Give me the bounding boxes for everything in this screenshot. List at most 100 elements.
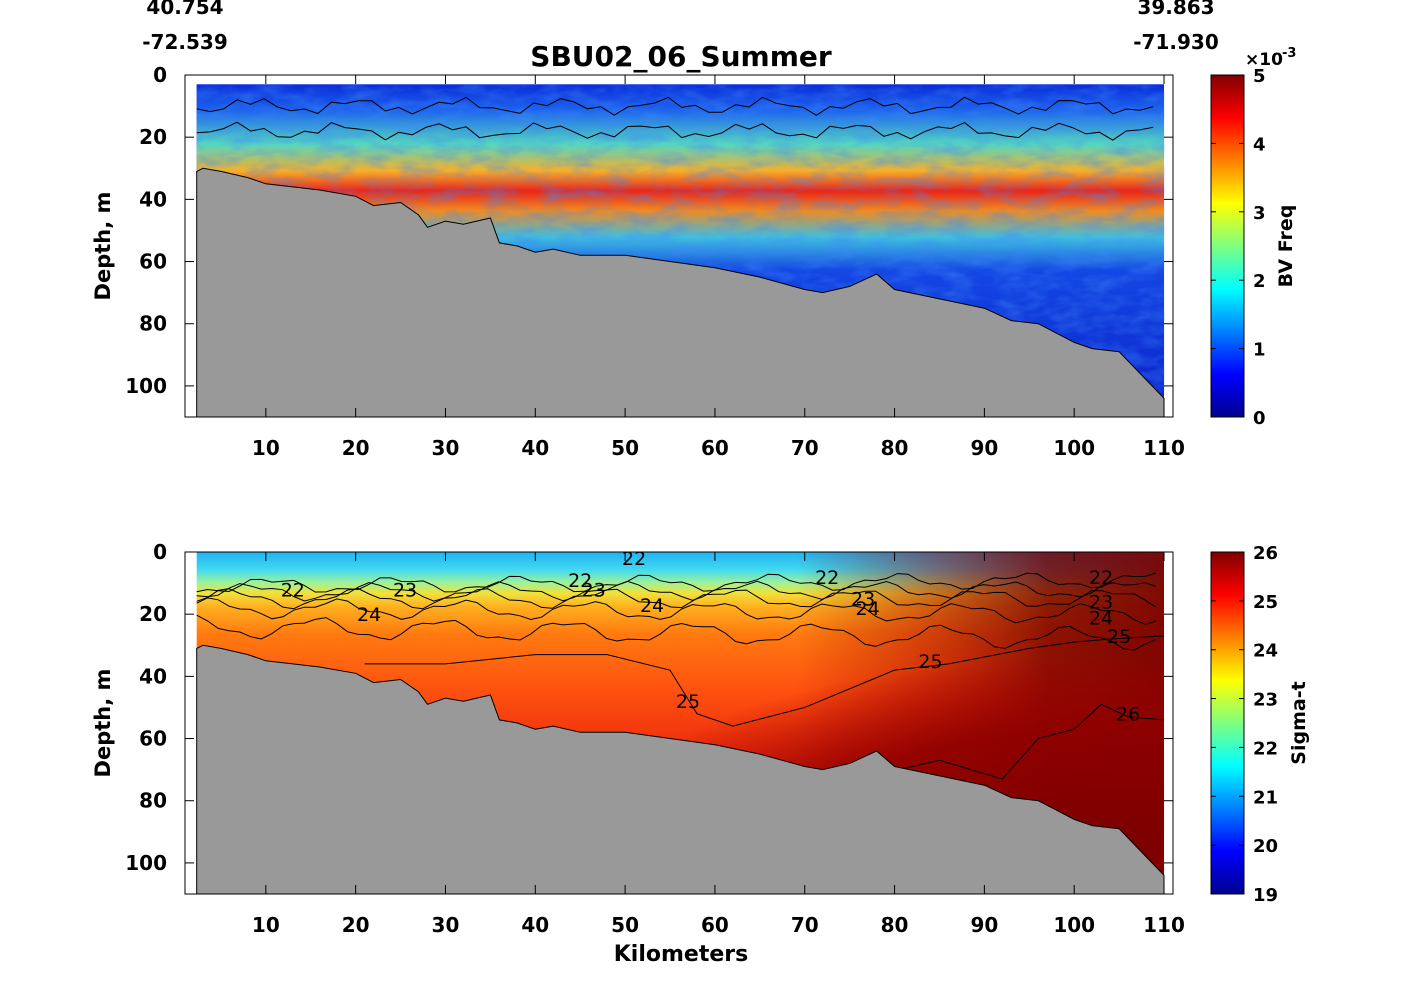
sigma-contour-26 <box>885 703 1165 780</box>
axes-frame-2 <box>184 551 1174 895</box>
axes-frame-1 <box>184 74 1174 418</box>
seafloor-2 <box>196 644 1165 894</box>
x-tick-label: 110 <box>1143 913 1185 937</box>
colorbar-tick-label: 25 <box>1253 592 1278 613</box>
end-latitude: 39.863 <box>1137 0 1214 19</box>
colorbar-sigma-ticks: 19 20 21 22 23 24 25 26 <box>1211 543 1278 906</box>
contour-label: 24 <box>856 598 880 620</box>
sigma-contour-line <box>196 587 1157 610</box>
y-tick-label: 80 <box>139 789 167 813</box>
x-tick-label: 60 <box>701 913 729 937</box>
y-axis-label-2: Depth, m <box>91 669 115 778</box>
end-longitude: -71.930 <box>1133 30 1218 54</box>
colorbar-tick-label: 21 <box>1253 787 1278 808</box>
x-axis-label: Kilometers <box>614 942 748 967</box>
colorbar-tick-label: 19 <box>1253 885 1278 906</box>
sigma-contour-line <box>196 572 1157 593</box>
colorbar-tick-label: 24 <box>1253 641 1278 662</box>
x-tick-label: 50 <box>611 913 639 937</box>
contour-label: 25 <box>918 651 942 673</box>
colorbar-sigma: 19 20 21 22 23 24 25 26 Sigma-t <box>1210 543 1310 906</box>
contour-label: 24 <box>1089 607 1113 629</box>
contour-label: 22 <box>568 570 592 592</box>
y-axis-label-1: Depth, m <box>91 192 115 301</box>
y-tick-label: 20 <box>139 602 167 626</box>
x-tick-label: 90 <box>970 436 998 460</box>
colorbar-bv-ticks: 0 1 2 3 4 5 <box>1211 66 1266 429</box>
y-tick-label: 100 <box>125 374 167 398</box>
x-tick-label: 30 <box>432 436 460 460</box>
y-tick-label: 40 <box>139 187 167 211</box>
sigma-contour-line <box>196 597 1157 625</box>
colorbar-tick-label: 4 <box>1253 134 1266 155</box>
y-tick-label: 0 <box>153 63 167 87</box>
colorbar-bv-label: BV Freq <box>1275 205 1297 288</box>
colorbar-tick-label: 23 <box>1253 690 1278 711</box>
x-tick-label: 100 <box>1053 913 1095 937</box>
x-tick-label: 40 <box>521 436 549 460</box>
y-tick-label: 0 <box>153 540 167 564</box>
colorbar-tick-label: 26 <box>1253 543 1278 564</box>
colorbar-tick-label: 0 <box>1253 408 1266 429</box>
contour-label: 25 <box>1107 626 1131 648</box>
colorbar-tick-label: 5 <box>1253 66 1266 87</box>
start-longitude: -72.539 <box>142 30 227 54</box>
colorbar-tick-label: 1 <box>1253 340 1266 361</box>
colorbar-bv: 0 1 2 3 4 5 BV Freq ×10 -3 <box>1210 46 1297 429</box>
x-tick-label: 10 <box>252 913 280 937</box>
contour-label: 23 <box>1089 592 1113 614</box>
x-tick-label: 60 <box>701 436 729 460</box>
seafloor-shape <box>196 644 1165 894</box>
colorbar-bv-exponent-base: ×10 <box>1245 50 1283 70</box>
colorbar-tick-label: 2 <box>1253 271 1266 292</box>
x-tick-label: 20 <box>342 436 370 460</box>
contour-label: 22 <box>815 567 839 589</box>
y-tick-label: 60 <box>139 250 167 274</box>
x-tick-label: 30 <box>432 913 460 937</box>
colorbar-sigma-label: Sigma-t <box>1288 681 1310 764</box>
x-tick-label: 10 <box>252 436 280 460</box>
start-latitude: 40.754 <box>146 0 223 19</box>
bv-contour-line <box>196 96 1154 116</box>
x-tick-label: 110 <box>1143 436 1185 460</box>
x-tick-label: 80 <box>881 913 909 937</box>
y-tick-label: 60 <box>139 727 167 751</box>
seafloor-1 <box>196 167 1165 417</box>
chart-title: SBU02_06_Summer <box>530 40 832 73</box>
bv-contour-line <box>196 121 1154 141</box>
contour-label: 22 <box>622 548 646 570</box>
x-tick-label: 40 <box>521 913 549 937</box>
colorbar-tick-label: 22 <box>1253 738 1278 759</box>
y-tick-label: 40 <box>139 664 167 688</box>
x-tick-label: 20 <box>342 913 370 937</box>
y-axis-ticks-1: 0 20 40 60 80 100 <box>125 63 1173 398</box>
y-tick-label: 80 <box>139 312 167 336</box>
contour-label: 24 <box>640 595 664 617</box>
y-axis-ticks-2: 0 20 40 60 80 100 <box>125 540 1173 875</box>
sigma-contours <box>196 572 1165 780</box>
sigma-contour-25 <box>364 635 1165 727</box>
colorbar-tick-label: 20 <box>1253 836 1278 857</box>
x-tick-label: 70 <box>791 913 819 937</box>
y-tick-label: 100 <box>125 851 167 875</box>
contour-label: 24 <box>357 604 381 626</box>
contour-label: 23 <box>393 579 417 601</box>
y-tick-label: 20 <box>139 125 167 149</box>
contour-label: 22 <box>1089 567 1113 589</box>
x-tick-label: 70 <box>791 436 819 460</box>
x-tick-label: 80 <box>881 436 909 460</box>
colorbar-sigma-fill <box>1210 551 1245 895</box>
contour-label: 22 <box>281 579 305 601</box>
x-tick-label: 100 <box>1053 436 1095 460</box>
contour-label: 26 <box>1116 704 1140 726</box>
colorbar-bv-fill <box>1210 74 1245 418</box>
seafloor-shape <box>196 167 1165 417</box>
sigma-contour-line <box>196 614 1157 651</box>
contour-label: 23 <box>582 579 606 601</box>
colorbar-bv-exponent: -3 <box>1282 46 1296 61</box>
colorbar-tick-label: 3 <box>1253 203 1266 224</box>
